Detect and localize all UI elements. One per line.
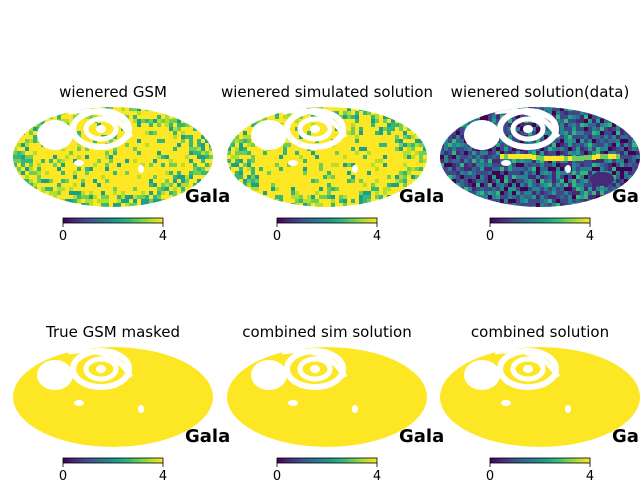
colorbar-tick-label: 0 [273,469,281,480]
mollweide-map [227,347,427,447]
masked-region [251,108,358,173]
colorbar [276,217,378,224]
mollweide-map [227,107,427,207]
map-panel-6: combined solution Gala 0 4 [440,323,640,480]
colorbar-tick-label: 4 [159,229,167,244]
map-panel-1: wienered GSM Gala 0 4 [13,83,230,244]
colorbar-tick-label: 4 [373,229,381,244]
colorbar-tick-label: 0 [486,469,494,480]
colorbar-tick-label: 4 [373,469,381,480]
colorbar-tick-label: 4 [586,229,594,244]
colorbar [62,217,164,224]
colorbar-tick-label: 4 [586,469,594,480]
map-title: wienered simulated solution [221,83,433,101]
coordinate-label: Gala [399,426,444,447]
map-title: wienered GSM [59,83,167,101]
mollweide-map [13,107,213,207]
coordinate-label: Gala [185,426,230,447]
colorbar [489,217,591,224]
masked-region [464,108,571,173]
masked-region [37,108,144,173]
colorbar [489,457,591,464]
mollweide-map [440,347,640,447]
map-title: combined solution [471,323,609,341]
map-title: True GSM masked [45,323,180,341]
map-panel-3: wienered solution(data) Gala 0 4 [440,83,640,244]
map-title: wienered solution(data) [451,83,630,101]
map-panel-5: combined sim solution Gala 0 4 [227,323,444,480]
colorbar-tick-label: 0 [59,229,67,244]
colorbar-tick-label: 0 [273,229,281,244]
map-panel-2: wienered simulated solution Gala 0 4 [221,83,444,244]
coordinate-label: Gala [612,186,640,207]
masked-region [251,348,358,413]
coordinate-label: Gala [185,186,230,207]
masked-region [37,348,144,413]
coordinate-label: Gala [612,426,640,447]
mollweide-map [13,347,213,447]
colorbar-tick-label: 0 [486,229,494,244]
map-panel-4: True GSM masked Gala 0 4 [13,323,230,480]
colorbar [62,457,164,464]
map-title: combined sim solution [242,323,412,341]
coordinate-label: Gala [399,186,444,207]
masked-region [464,348,571,413]
colorbar-tick-label: 4 [159,469,167,480]
colorbar-tick-label: 0 [59,469,67,480]
mollweide-map [440,107,640,207]
colorbar [276,457,378,464]
